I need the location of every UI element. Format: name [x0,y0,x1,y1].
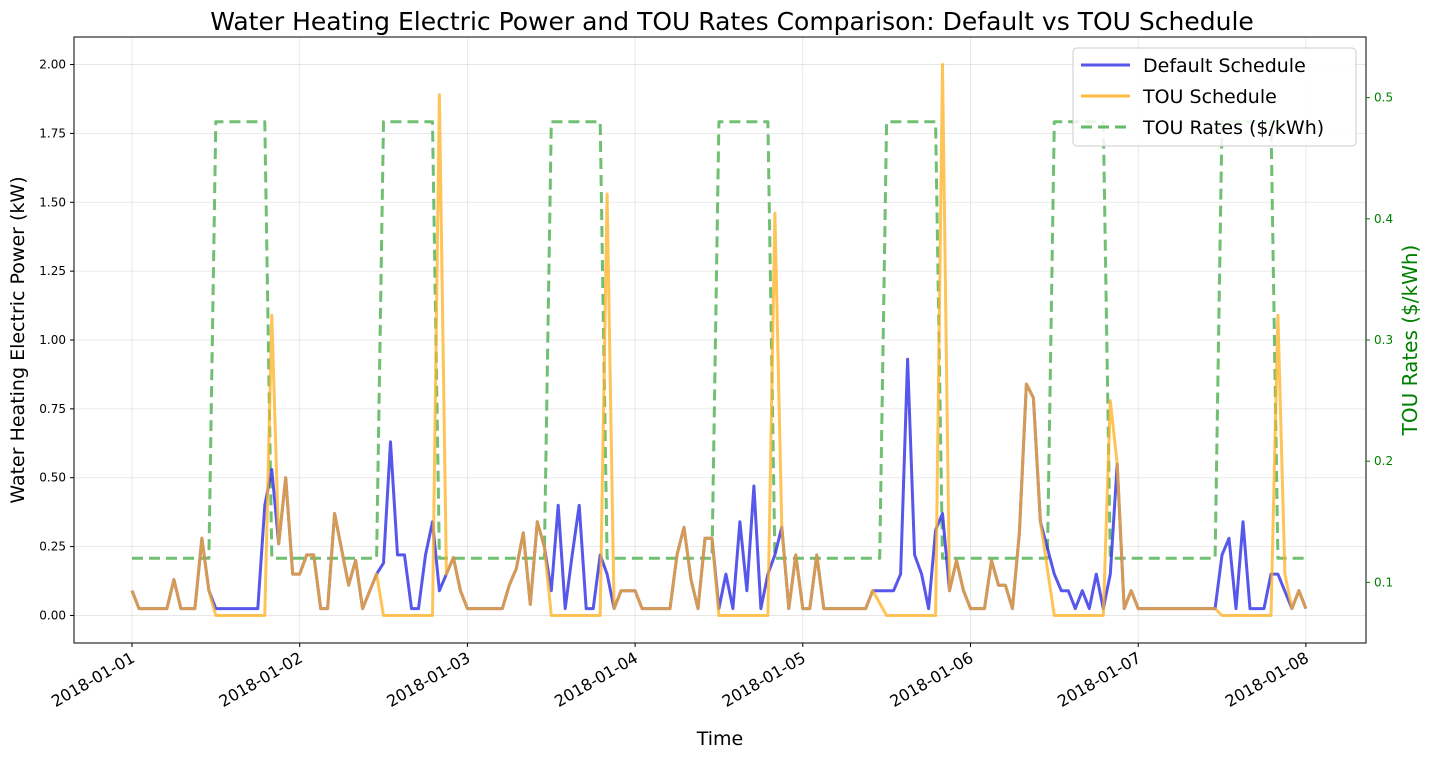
x-axis-label: Time [696,728,744,750]
chart-title: Water Heating Electric Power and TOU Rat… [210,7,1254,36]
x-tick-label: 2018-01-02 [216,648,306,711]
y2-tick-label: 0.4 [1374,212,1393,226]
y-tick-label: 1.50 [39,195,66,209]
legend-box [1072,47,1357,147]
x-tick-label: 2018-01-06 [886,648,976,711]
y-axis-left: 0.00 0.25 0.50 0.75 1.00 1.25 1.50 1.75 2.00 [39,58,74,622]
x-tick-label: 2018-01-05 [719,648,809,711]
x-tick-label: 2018-01-07 [1054,648,1144,711]
y-tick-label: 0.25 [39,540,66,554]
y2-tick-label: 0.5 [1374,91,1393,105]
legend-entry-label: Default Schedule [1143,55,1306,77]
y2-axis-label: TOU Rates ($/kWh) [1398,245,1422,437]
legend: Default Schedule TOU Schedule TOU Rates ($… [1072,47,1357,147]
x-axis: 2018-01-01 2018-01-02 2018-01-03 2018-01-04… [48,643,1312,711]
y-tick-label: 2.00 [39,58,66,72]
grid-lines [74,37,1366,643]
y-tick-label: 0.00 [39,608,66,622]
y2-tick-label: 0.1 [1374,575,1393,589]
y2-tick-label: 0.2 [1374,454,1393,468]
series-layer [130,63,1308,617]
y-tick-label: 1.75 [39,126,66,140]
y-axis-right: 0.1 0.2 0.3 0.4 0.5 [1366,91,1393,589]
y2-tick-label: 0.3 [1374,333,1393,347]
y-tick-label: 0.75 [39,402,66,416]
y-tick-label: 0.50 [39,471,66,485]
series-line-default-schedule [130,357,1308,611]
x-tick-label: 2018-01-08 [1222,648,1312,711]
legend-entry-label: TOU Rates ($/kWh) [1142,117,1324,139]
x-tick-label: 2018-01-03 [383,648,473,711]
x-tick-label: 2018-01-01 [48,648,138,711]
x-tick-label: 2018-01-04 [551,648,641,711]
y-axis-label: Water Heating Electric Power (kW) [7,176,29,503]
series-line-tou-schedule [130,63,1308,617]
y-tick-label: 1.00 [39,333,66,347]
y-tick-label: 1.25 [39,264,66,278]
legend-entry-label: TOU Schedule [1142,86,1277,108]
